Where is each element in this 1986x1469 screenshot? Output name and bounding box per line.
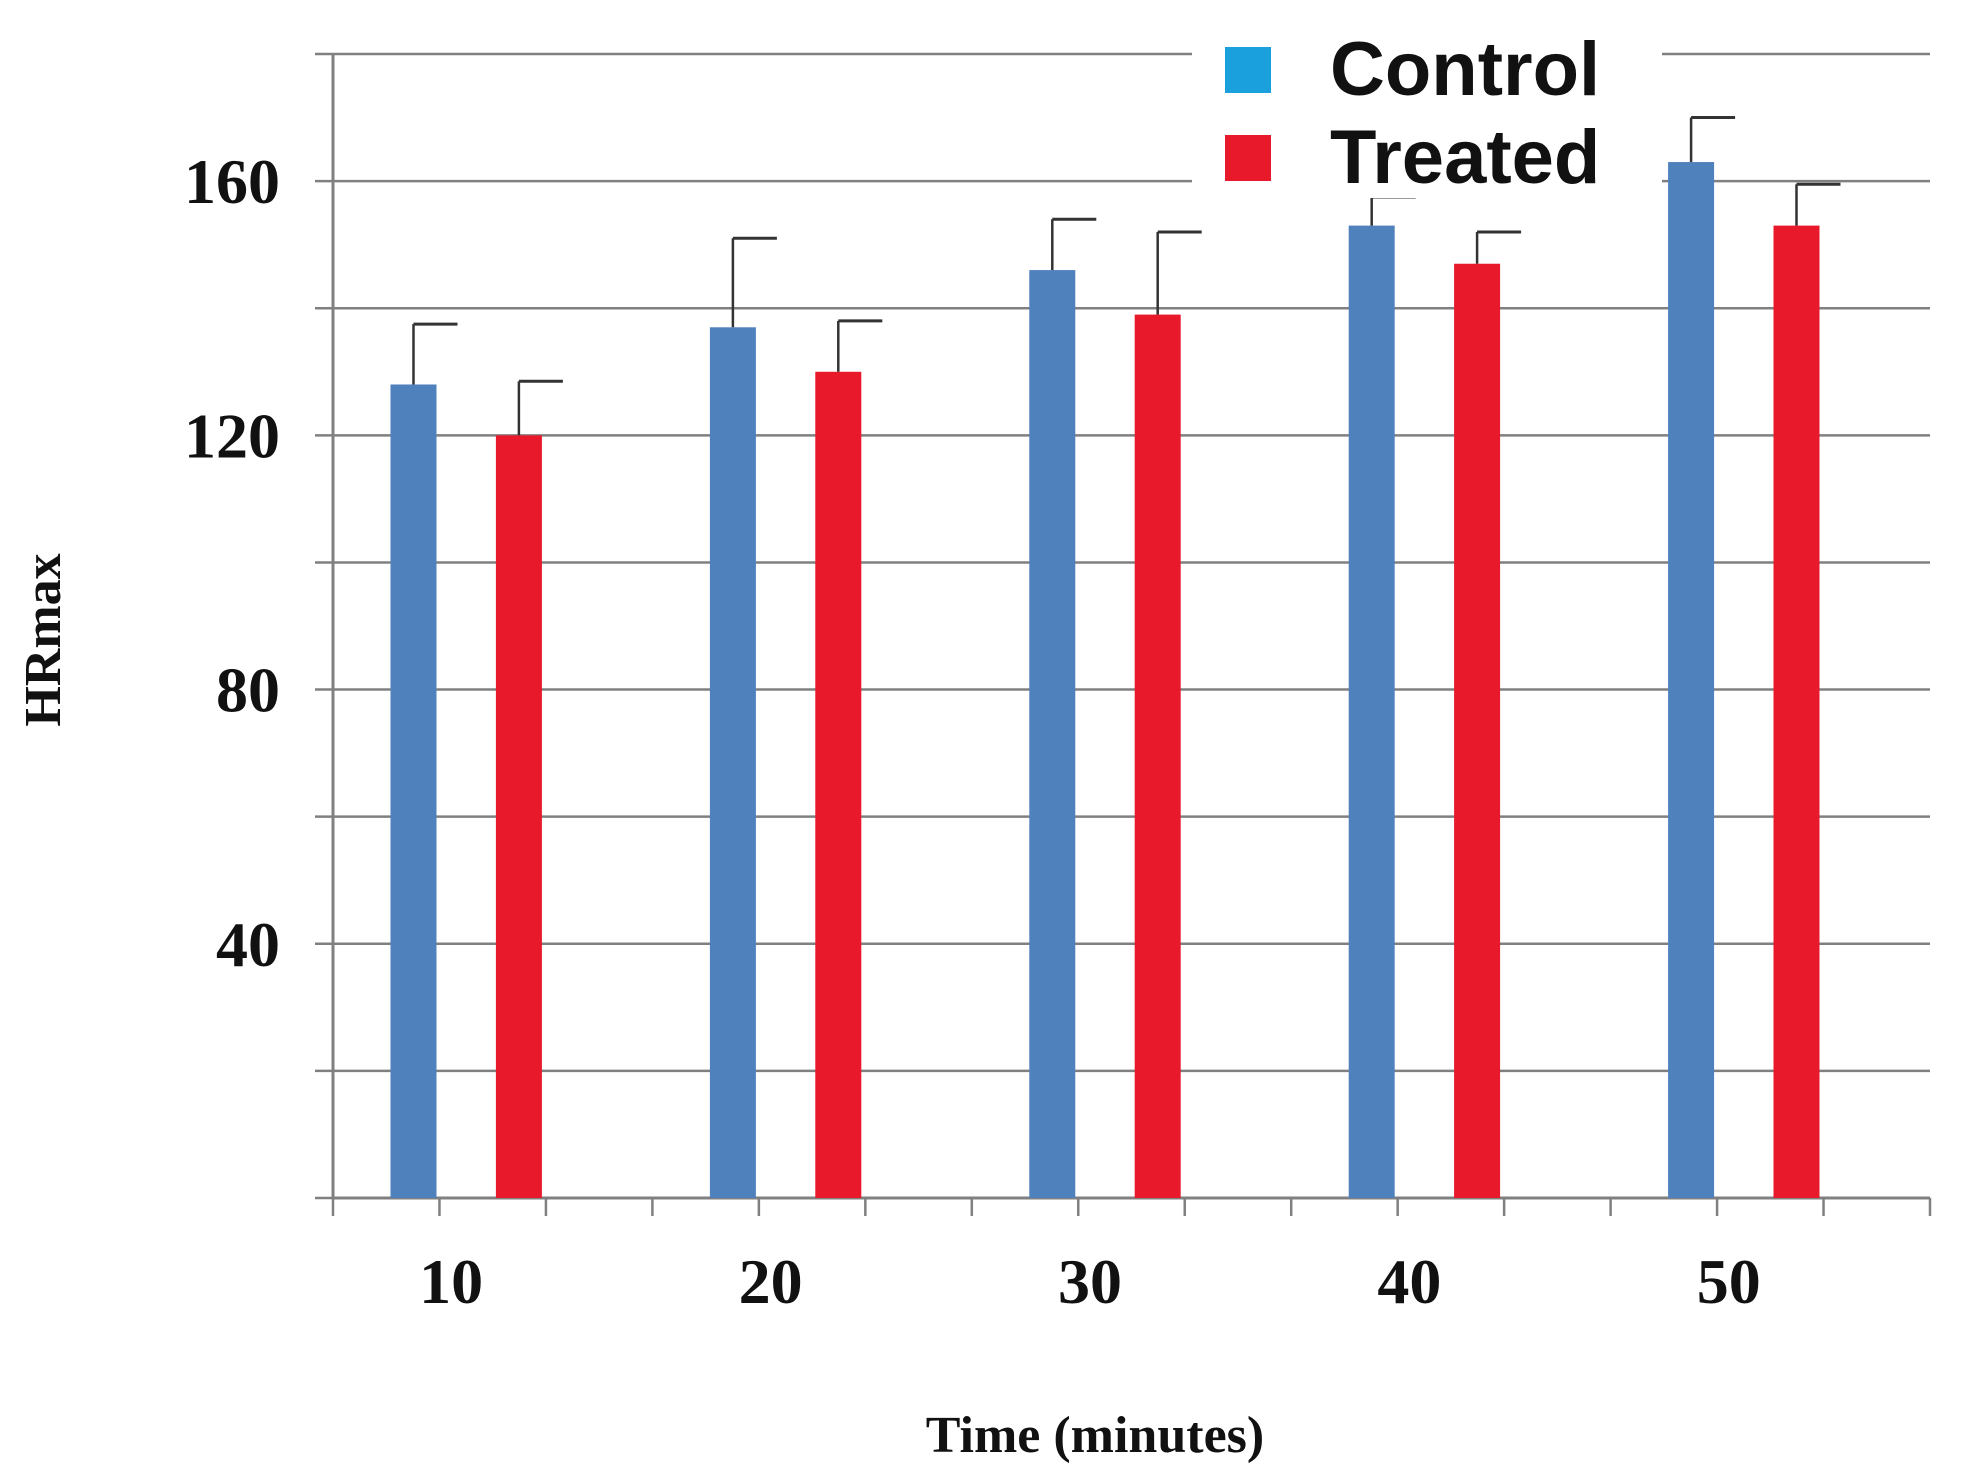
bar-treated-20 [815,371,862,1198]
legend-label-control: Control [1330,27,1600,112]
x-tick-label-30: 30 [1058,1246,1122,1317]
y-tick-label-160: 160 [184,146,280,217]
legend-swatch-control [1225,47,1271,93]
y-axis-title: HRmax [15,553,72,726]
bar-treated-50 [1773,225,1820,1199]
legend-label-treated: Treated [1330,115,1600,200]
bar-treated-40 [1454,263,1501,1198]
gridlines [333,52,1930,1073]
x-tick-labels: 10 20 30 40 50 [419,1246,1761,1317]
bars [390,162,1820,1199]
y-tick-label-80: 80 [216,655,280,726]
bar-treated-10 [495,435,542,1198]
legend-swatch-treated [1225,135,1271,181]
bar-control-10 [390,384,437,1198]
bar-control-30 [1029,270,1076,1199]
y-tick-label-120: 120 [184,400,280,471]
x-tick-label-20: 20 [739,1246,803,1317]
bar-control-20 [709,327,756,1198]
axes [315,52,1932,1216]
x-tick-label-50: 50 [1697,1246,1761,1317]
legend: Control Treated [1192,18,1662,200]
bar-control-50 [1668,162,1715,1199]
y-tick-labels: 40 80 120 160 [184,146,280,980]
y-tick-label-40: 40 [216,909,280,980]
bar-treated-30 [1134,314,1181,1199]
bar-control-40 [1348,225,1395,1199]
x-tick-label-40: 40 [1377,1246,1441,1317]
x-tick-label-10: 10 [419,1246,483,1317]
x-axis-title: Time (minutes) [926,1407,1264,1464]
